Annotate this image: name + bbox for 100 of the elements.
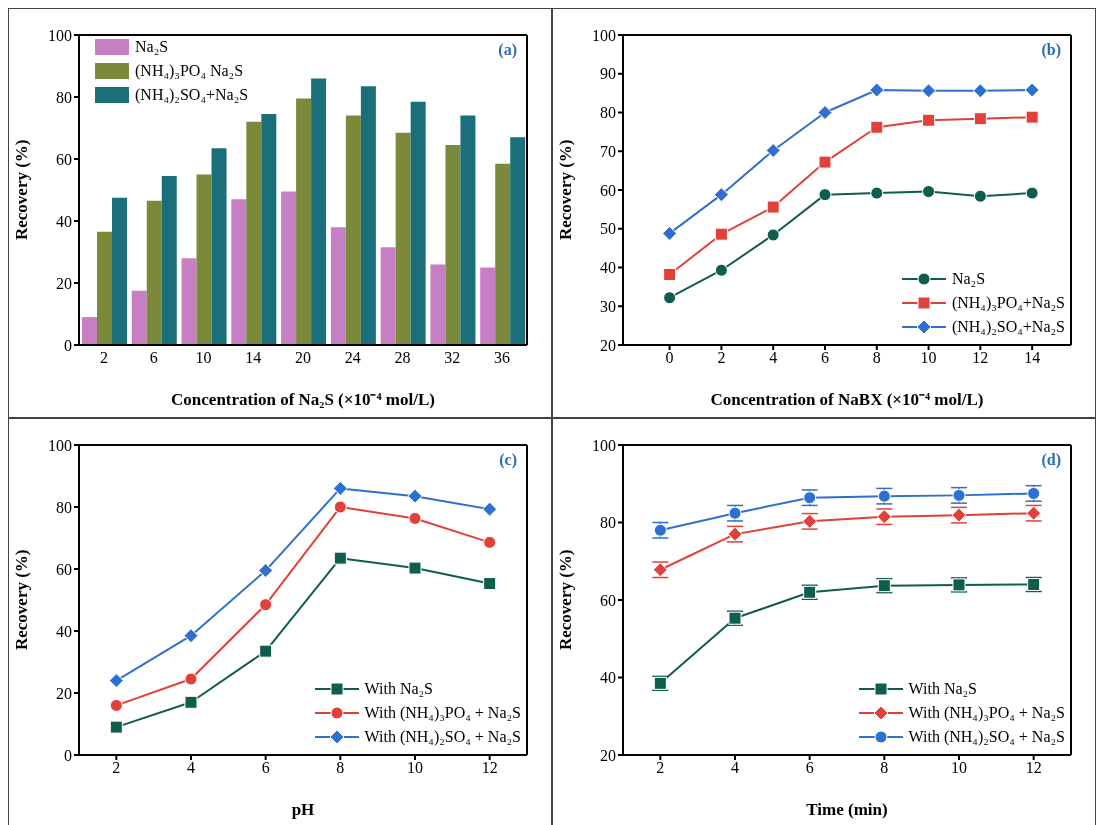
bar (196, 174, 212, 345)
x-tick-label: 32 (444, 349, 461, 367)
point (258, 563, 274, 579)
point (662, 225, 678, 241)
x-tick-label: 2 (656, 759, 665, 777)
x-tick-label: 10 (195, 349, 212, 367)
bar (510, 137, 526, 345)
x-tick-label: 4 (731, 759, 739, 777)
point (973, 189, 987, 203)
legend-label: (NH₄)₂SO₄+Na₂S (951, 317, 1065, 338)
x-tick-label: 8 (880, 759, 889, 777)
bar (111, 197, 127, 345)
x-axis-title: Concentration of NaBX (×10⁻⁴ mol/L) (710, 390, 984, 409)
annotation: (d) (1041, 451, 1061, 469)
y-axis-title: Recovery (%) (12, 139, 32, 240)
y-tick-label: 80 (600, 514, 616, 532)
point (818, 155, 832, 169)
point (408, 511, 422, 525)
point (108, 673, 124, 689)
y-tick-label: 40 (600, 669, 616, 687)
x-tick-label: 8 (336, 759, 345, 777)
x-tick-label: 28 (394, 349, 411, 367)
point (407, 488, 423, 504)
point (663, 267, 677, 281)
point (333, 551, 347, 565)
legend-label: Na₂S (951, 269, 986, 289)
x-axis-title: Time (min) (806, 800, 888, 819)
y-tick-label: 20 (56, 274, 72, 292)
point (109, 698, 123, 712)
point (921, 83, 937, 99)
point (483, 535, 497, 549)
bar (410, 101, 426, 345)
x-tick-label: 12 (972, 349, 989, 367)
bar (131, 290, 147, 345)
point (766, 200, 780, 214)
bar (261, 114, 277, 345)
point (1024, 82, 1040, 98)
y-axis-title: Recovery (%) (12, 549, 32, 650)
point (663, 291, 677, 305)
x-tick-label: 12 (1025, 759, 1042, 777)
x-tick-label: 2 (717, 349, 726, 367)
point (922, 113, 936, 127)
x-tick-label: 36 (494, 349, 511, 367)
point (259, 644, 273, 658)
legend-label: With (NH₄)₃PO₄ + Na₂S (908, 703, 1065, 724)
x-tick-label: 0 (665, 349, 674, 367)
point (713, 187, 729, 203)
y-tick-label: 0 (64, 336, 72, 354)
point (332, 480, 348, 496)
bar (311, 78, 327, 345)
y-tick-label: 80 (600, 104, 616, 122)
x-tick-label: 12 (481, 759, 498, 777)
bar (281, 191, 297, 345)
legend-label: (NH₄)₃PO₄ Na₂S (135, 61, 244, 82)
point (714, 227, 728, 241)
point (869, 82, 885, 98)
annotation: (c) (499, 451, 517, 469)
y-tick-label: 20 (600, 746, 616, 764)
x-tick-label: 2 (99, 349, 108, 367)
y-tick-label: 60 (600, 591, 616, 609)
x-tick-label: 6 (805, 759, 814, 777)
point (817, 105, 833, 120)
y-axis-title: Recovery (%) (556, 139, 576, 240)
point (1025, 110, 1039, 124)
point (1025, 186, 1039, 200)
point (184, 672, 198, 686)
bar (380, 247, 396, 345)
legend-label: With Na₂S (364, 679, 434, 699)
x-tick-label: 6 (261, 759, 270, 777)
bar (345, 115, 361, 345)
y-tick-label: 0 (64, 746, 72, 764)
legend-label: With (NH₄)₂SO₄ + Na₂S (908, 727, 1065, 748)
annotation: (a) (498, 41, 517, 59)
point (109, 720, 123, 734)
x-tick-label: 14 (245, 349, 262, 367)
point (483, 577, 497, 591)
y-tick-label: 70 (600, 142, 616, 160)
point (259, 598, 273, 612)
point (818, 188, 832, 202)
legend-label: With (NH₄)₃PO₄ + Na₂S (364, 703, 521, 724)
bar (445, 145, 461, 345)
y-tick-label: 60 (56, 560, 72, 578)
bar (161, 176, 177, 345)
x-tick-label: 20 (295, 349, 311, 367)
bar (480, 267, 496, 345)
legend-label: With Na₂S (908, 679, 978, 699)
x-tick-label: 6 (820, 349, 829, 367)
point (766, 228, 780, 242)
bar (360, 86, 376, 345)
y-axis-title: Recovery (%) (556, 549, 576, 650)
point (183, 628, 199, 644)
x-tick-label: 10 (920, 349, 937, 367)
bar (81, 317, 97, 345)
y-tick-label: 30 (600, 297, 616, 315)
point (870, 120, 884, 134)
y-tick-label: 90 (600, 65, 616, 83)
y-tick-label: 40 (56, 622, 72, 640)
x-tick-label: 4 (769, 349, 778, 367)
annotation: (b) (1041, 41, 1061, 59)
y-tick-label: 40 (600, 259, 616, 277)
